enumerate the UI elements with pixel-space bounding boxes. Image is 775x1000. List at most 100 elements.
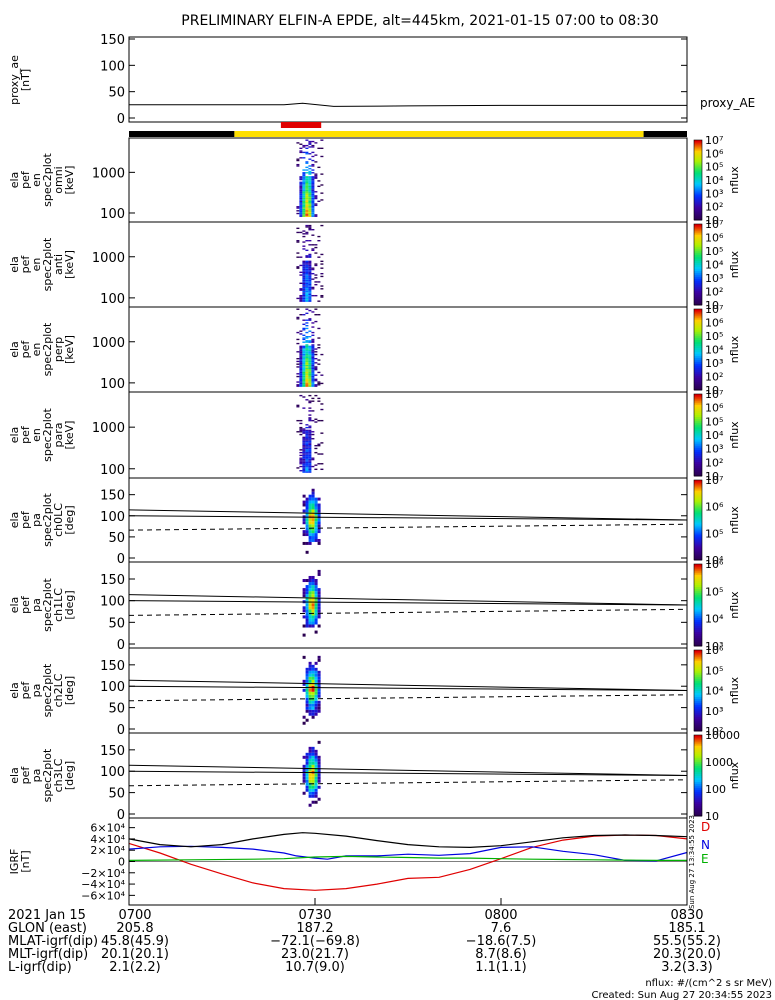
spectrogram-cell	[311, 203, 315, 205]
colorbar-segment	[694, 718, 702, 722]
pitch-angle-cell	[314, 618, 318, 622]
pitch-angle-cell	[311, 488, 315, 492]
spectrogram-cell	[299, 182, 303, 185]
spectrogram-cell	[308, 172, 312, 174]
row-value: 0730	[298, 908, 331, 923]
colorbar-segment	[694, 789, 702, 793]
pitch-angle-cell	[308, 506, 312, 510]
pitch-angle-cell	[311, 597, 315, 601]
spectrogram-cell	[305, 460, 309, 462]
pitch-angle-cell	[314, 661, 318, 665]
colorbar-segment	[694, 716, 702, 720]
spectrogram-cell	[314, 351, 318, 353]
spectrogram-cell	[305, 139, 309, 141]
pitch-angle-cell	[317, 776, 321, 780]
pitch-angle-cell	[311, 712, 315, 716]
colorbar-segment	[694, 240, 702, 243]
pitch-angle-cell	[305, 758, 309, 762]
spectrogram-cell	[302, 323, 306, 326]
pitch-angle-cell	[314, 785, 318, 789]
pitch-angle-cell	[308, 588, 312, 592]
spectrogram-cell	[311, 349, 315, 352]
colorbar-segment	[694, 566, 702, 569]
pitch-angle-cell	[314, 512, 318, 516]
spectrogram-cell	[302, 274, 306, 276]
spectrogram-cell	[299, 357, 303, 360]
spectrogram-cell	[308, 330, 312, 332]
spectrogram-cell	[302, 293, 306, 295]
para-ylabel-line: para	[52, 423, 65, 448]
spectrogram-cell	[308, 263, 312, 265]
pitch-angle-cell	[317, 503, 321, 507]
colorbar-segment	[694, 637, 702, 641]
pitch-angle-cell	[314, 621, 318, 625]
spectrogram-cell	[308, 293, 312, 295]
spectrogram-cell	[302, 263, 306, 265]
colorbar-segment	[694, 212, 702, 215]
colorbar-segment	[694, 463, 702, 467]
pitch-angle-cell	[305, 673, 309, 677]
spectrogram-cell	[305, 356, 309, 358]
row-value: 23.0(21.7)	[281, 947, 349, 962]
colorbar-tick-label: 1000	[705, 756, 733, 769]
spectrogram-cell	[299, 463, 303, 465]
spectrogram-cell	[296, 373, 300, 375]
pitch-angle-cell	[308, 664, 312, 668]
spectrogram-cell	[311, 200, 315, 202]
pitch-angle-cell	[317, 591, 321, 595]
spectrogram-cell	[299, 384, 303, 386]
spectrogram-cell	[308, 282, 312, 284]
pitch-angle-cell	[305, 550, 309, 554]
spectrogram-cell	[302, 144, 306, 147]
spectrogram-cell	[302, 467, 306, 469]
colorbar-frame	[693, 649, 703, 732]
pitch-angle-cell	[308, 779, 312, 783]
spectrogram-cell	[299, 349, 303, 352]
pitch-angle-cell	[311, 503, 315, 507]
spectrogram-cell	[314, 283, 318, 286]
spectrogram-cell	[302, 352, 306, 354]
spectrogram-cell	[302, 373, 306, 375]
spectrogram-cell	[302, 262, 306, 264]
spectrogram-cell	[308, 433, 312, 436]
spectrogram-cell	[308, 382, 312, 385]
spectrogram-cell	[302, 264, 306, 267]
spectrogram-cell	[311, 465, 315, 468]
spectrogram-cell	[308, 367, 312, 369]
pitch-angle-cell	[308, 609, 312, 613]
row-value: 0830	[670, 908, 703, 923]
spectrogram-cell	[305, 162, 309, 164]
spectrogram-cell	[311, 278, 315, 280]
spectrogram-cell	[299, 256, 303, 258]
pitch-angle-cell	[311, 773, 315, 777]
pitch-angle-cell	[308, 575, 312, 579]
y-tick-label: 50	[108, 616, 125, 631]
y-tick-label: 2×10⁴	[90, 844, 125, 857]
colorbar-tick-label: 10⁵	[705, 664, 723, 677]
y-tick-label: 0	[117, 638, 125, 653]
colorbar-segment	[694, 317, 702, 320]
pitch-angle-cell	[308, 706, 312, 710]
spectrogram-cell	[320, 147, 324, 150]
pitch-angle-cell	[311, 703, 315, 707]
colorbar-segment	[694, 617, 702, 620]
pitch-angle-cell	[305, 594, 309, 598]
pitch-angle-cell	[311, 673, 315, 677]
omni-ylabel-line: en	[30, 173, 43, 187]
colorbar-segment	[694, 619, 702, 622]
pitch-angle-cell	[302, 588, 306, 592]
row-value: 3.2(3.3)	[661, 960, 713, 975]
spectrogram-cell	[302, 169, 306, 171]
pitch-angle-cell	[314, 591, 318, 595]
pitch-angle-cell	[314, 761, 318, 765]
spectrogram-cell	[308, 355, 312, 357]
colorbar-segment	[694, 196, 702, 199]
spectrogram-cell	[305, 292, 309, 294]
spectrogram-cell	[311, 146, 315, 148]
pitch-angle-cell	[308, 752, 312, 756]
spectrogram-cell	[296, 267, 300, 269]
colorbar-segment	[694, 292, 702, 296]
spectrogram-cell	[308, 359, 312, 361]
spectrogram-cell	[302, 457, 306, 459]
